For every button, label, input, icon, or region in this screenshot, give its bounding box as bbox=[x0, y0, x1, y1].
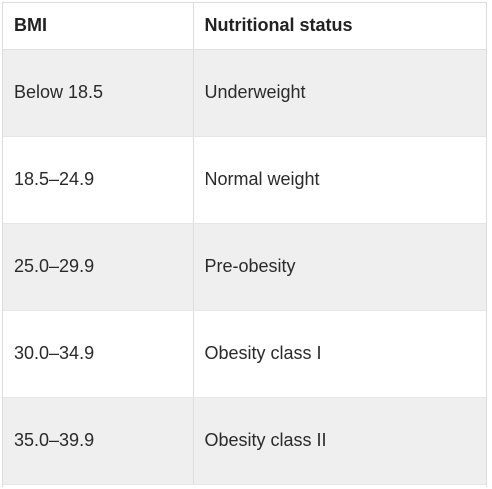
table-header-row: BMI Nutritional status bbox=[3, 3, 486, 50]
nutritional-status-cell: Obesity class II bbox=[193, 397, 486, 485]
nutritional-status-cell: Obesity class I bbox=[193, 310, 486, 398]
nutritional-status-cell: Underweight bbox=[193, 49, 486, 137]
column-header-bmi: BMI bbox=[3, 3, 194, 50]
table-row: 18.5–24.9 Normal weight bbox=[3, 136, 486, 224]
bmi-range-cell: 30.0–34.9 bbox=[3, 310, 194, 398]
nutritional-status-cell: Pre-obesity bbox=[193, 223, 486, 311]
column-header-nutritional-status: Nutritional status bbox=[193, 3, 486, 50]
table-row: 30.0–34.9 Obesity class I bbox=[3, 310, 486, 398]
bmi-range-cell: 25.0–29.9 bbox=[3, 223, 194, 311]
table-row: 25.0–29.9 Pre-obesity bbox=[3, 223, 486, 311]
bmi-range-cell: Below 18.5 bbox=[3, 49, 194, 137]
bmi-table-container: BMI Nutritional status Below 18.5 Underw… bbox=[2, 2, 487, 487]
bmi-range-cell: 35.0–39.9 bbox=[3, 397, 194, 485]
table-row: 35.0–39.9 Obesity class II bbox=[3, 397, 486, 485]
nutritional-status-cell: Normal weight bbox=[193, 136, 486, 224]
table-row: Below 18.5 Underweight bbox=[3, 49, 486, 137]
bmi-range-cell: 18.5–24.9 bbox=[3, 136, 194, 224]
bmi-table: BMI Nutritional status Below 18.5 Underw… bbox=[3, 3, 486, 485]
